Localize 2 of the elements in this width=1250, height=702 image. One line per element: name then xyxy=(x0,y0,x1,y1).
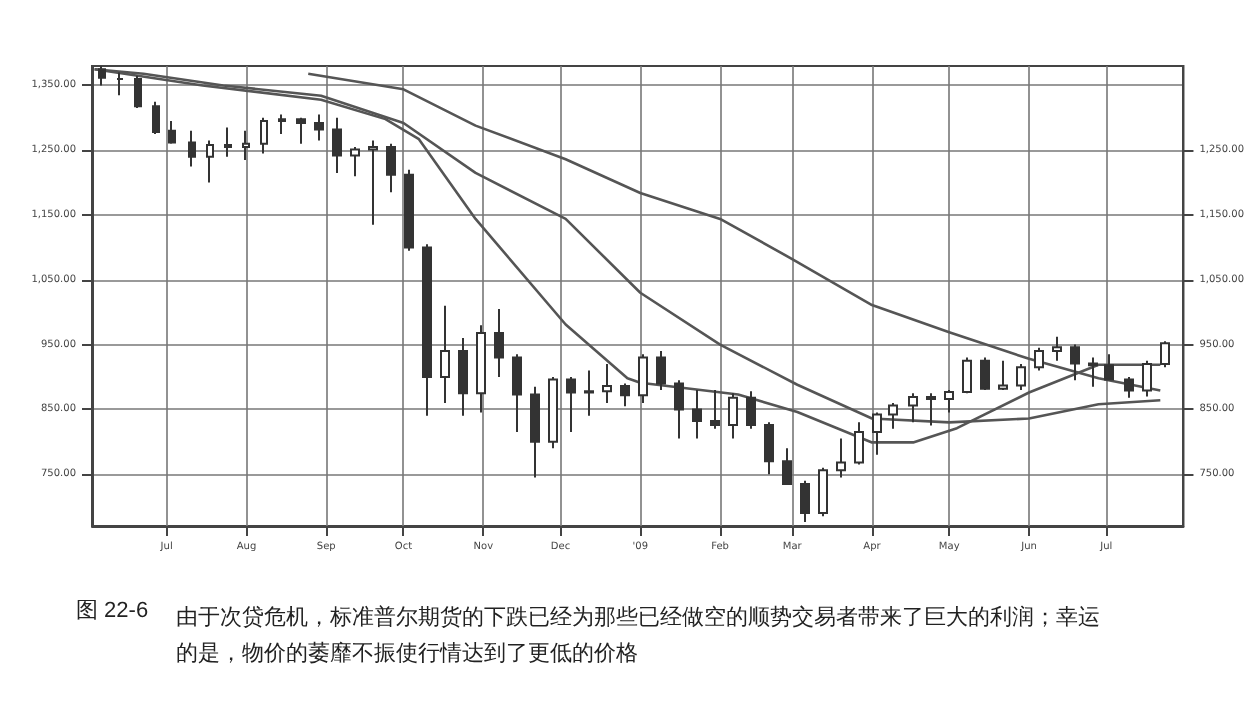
text: 由于次贷危机，标准普尔期货的下跌已经为那些已经做空的顺势交易者带来了巨大的利润；幸运的是，物价的萎靡不振使行情达到了更低的价格 xyxy=(176,604,1100,666)
caption: 图 22-6 xyxy=(76,599,149,623)
